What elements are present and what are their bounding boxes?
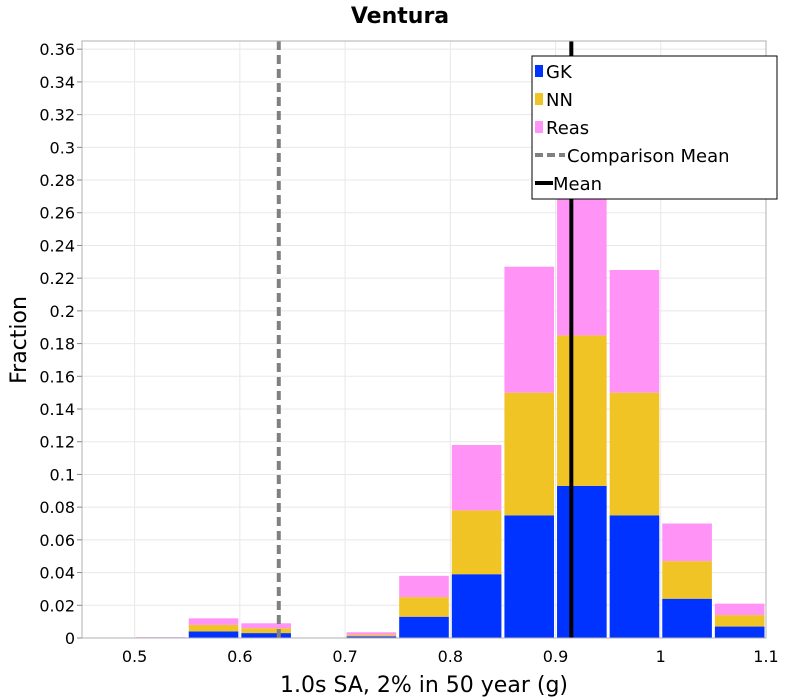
- bar-segment-gk: [188, 631, 239, 638]
- bar-segment-nn: [399, 597, 449, 617]
- y-tick-label: 0.04: [39, 564, 75, 583]
- bar-segment-nn: [346, 634, 397, 637]
- legend-label: NN: [546, 90, 573, 111]
- legend: GK NN Reas Comparison Mean Mean: [531, 55, 778, 200]
- bar-segment-reas: [241, 623, 291, 629]
- plot-frame: [81, 40, 767, 639]
- legend-label: Mean: [553, 174, 602, 195]
- bar-segment-nn: [609, 392, 660, 516]
- y-tick-label: 0.1: [50, 465, 75, 484]
- y-tick-label: 0.3: [50, 138, 75, 157]
- legend-label: Reas: [546, 118, 589, 139]
- bar-segment-nn: [451, 510, 502, 575]
- bar-segment-gk: [504, 515, 555, 638]
- bar-segment-reas: [714, 603, 765, 616]
- y-tick-label: 0.32: [39, 106, 75, 125]
- bar-segment-reas: [557, 184, 607, 336]
- legend-swatch-gk: [535, 65, 543, 77]
- y-tick-label: 0.34: [39, 73, 75, 92]
- x-axis-label: 1.0s SA, 2% in 50 year (g): [280, 673, 568, 698]
- bar-segment-gk: [451, 574, 502, 638]
- y-tick-label: 0: [65, 629, 75, 648]
- y-tick-label: 0.22: [39, 269, 75, 288]
- bar-segment-reas: [346, 632, 397, 635]
- y-tick-label: 0.2: [50, 302, 75, 321]
- y-tick-labels: 0 0.02 0.04 0.06 0.08 0.1 0.12 0.14 0.16 0.18 0.2 0…: [39, 40, 82, 648]
- bar-segment-reas: [399, 575, 449, 598]
- bars-layer: [136, 184, 765, 638]
- legend-box: [531, 55, 778, 200]
- x-tick-labels: 0.5 0.6 0.7 0.8 0.9 1 1.1: [122, 647, 779, 666]
- legend-swatch-nn: [535, 93, 543, 105]
- y-tick-label: 0.24: [39, 236, 75, 255]
- bar-segment-nn: [714, 615, 765, 627]
- bar-segment-nn: [188, 624, 239, 632]
- x-tick-label: 0.9: [543, 647, 568, 666]
- y-tick-label: 0.16: [39, 367, 75, 386]
- y-tick-label: 0.12: [39, 433, 75, 452]
- x-tick-label: 0.5: [122, 647, 147, 666]
- x-tick-label: 1.1: [753, 647, 778, 666]
- x-tick-label: 0.8: [438, 647, 463, 666]
- bar-segment-gk: [241, 633, 291, 638]
- y-tick-label: 0.08: [39, 498, 75, 517]
- y-tick-label: 0.36: [39, 40, 75, 59]
- bar-segment-nn: [662, 561, 712, 599]
- legend-swatch-reas: [535, 121, 543, 133]
- legend-label: GK: [546, 62, 573, 83]
- bar-segment-gk: [662, 598, 712, 638]
- y-tick-label: 0.02: [39, 596, 75, 615]
- bar-segment-gk: [609, 515, 660, 638]
- bar-segment-reas: [504, 266, 555, 393]
- bar-segment-gk: [399, 616, 449, 638]
- bar-segment-reas: [609, 269, 660, 393]
- bar-segment-nn: [241, 628, 291, 634]
- y-tick-label: 0.14: [39, 400, 75, 419]
- y-tick-label: 0.28: [39, 171, 75, 190]
- legend-label: Comparison Mean: [567, 146, 730, 167]
- y-tick-label: 0.06: [39, 531, 75, 550]
- bar-segment-gk: [557, 485, 607, 638]
- x-tick-label: 1: [656, 647, 666, 666]
- x-tick-label: 0.6: [227, 647, 252, 666]
- bar-segment-reas: [451, 444, 502, 511]
- y-tick-label: 0.26: [39, 204, 75, 223]
- bar-segment-nn: [557, 335, 607, 486]
- bar-segment-nn: [504, 392, 555, 516]
- y-axis-label: Fraction: [7, 296, 32, 384]
- chart-title: Ventura: [351, 4, 449, 29]
- x-tick-label: 0.7: [332, 647, 357, 666]
- bar-segment-reas: [188, 618, 239, 625]
- bar-segment-gk: [714, 626, 765, 638]
- bar-segment-reas: [662, 523, 712, 562]
- y-tick-label: 0.18: [39, 335, 75, 354]
- bar-segment-gk: [346, 636, 397, 638]
